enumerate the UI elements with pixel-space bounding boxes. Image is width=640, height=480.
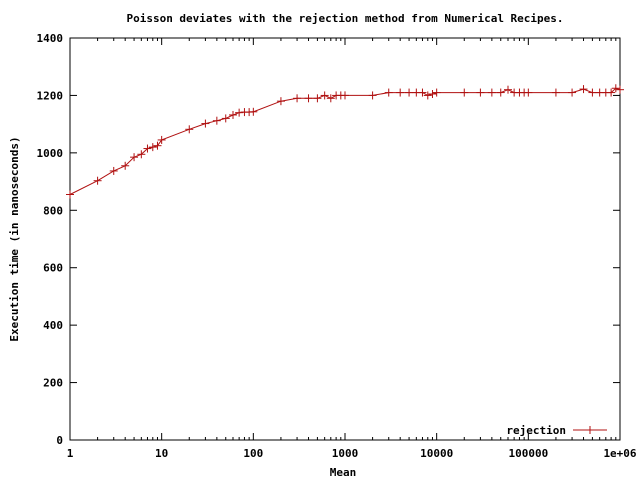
data-point (460, 88, 469, 97)
data-point (320, 91, 329, 100)
data-point (396, 88, 405, 97)
x-tick-label: 10000 (420, 447, 453, 460)
data-point (130, 153, 139, 162)
y-axis-title: Execution time (in nanoseconds) (8, 136, 21, 341)
data-point (221, 114, 230, 123)
data-point (228, 110, 237, 119)
legend-label-rejection: rejection (506, 424, 566, 437)
legend-marker-point (586, 426, 594, 434)
data-point (428, 89, 437, 98)
y-axis: 0 200 400 600 800 1000 1200 1400 (37, 32, 620, 447)
x-axis-title: Mean (330, 466, 357, 479)
series-rejection (66, 84, 624, 199)
data-point (201, 119, 210, 128)
x-tick-label: 1000 (332, 447, 359, 460)
data-point (276, 97, 285, 106)
x-tick-label: 1 (67, 447, 74, 460)
data-point (524, 88, 533, 97)
data-point (157, 135, 166, 144)
data-point (368, 91, 377, 100)
data-point (153, 141, 162, 150)
data-point (341, 91, 349, 100)
data-point (249, 107, 258, 116)
data-point (588, 88, 597, 97)
data-point (121, 161, 130, 170)
data-point (293, 94, 302, 103)
legend-marker-rejection (586, 426, 594, 434)
x-tick-label: 100000 (508, 447, 548, 460)
data-point (579, 85, 588, 94)
data-point (418, 88, 427, 97)
data-point (611, 84, 620, 93)
y-tick-label: 200 (43, 377, 63, 390)
legend: rejection (506, 424, 607, 437)
data-point (66, 190, 74, 199)
data-point (109, 166, 118, 175)
data-point (607, 88, 616, 97)
data-point (185, 125, 194, 134)
data-point (93, 176, 102, 185)
data-point (487, 88, 496, 97)
series-points-rejection (66, 84, 624, 199)
y-tick-label: 600 (43, 262, 63, 275)
x-tick-label: 1e+06 (603, 447, 636, 460)
data-point (496, 88, 505, 97)
chart-title: Poisson deviates with the rejection meth… (126, 12, 563, 25)
y-tick-label: 1200 (37, 89, 64, 102)
data-point (143, 144, 152, 153)
series-line-rejection (69, 87, 621, 195)
y-tick-label: 400 (43, 319, 63, 332)
data-point (568, 88, 577, 97)
data-point (148, 143, 157, 152)
data-point (423, 91, 432, 100)
data-point (503, 85, 512, 94)
data-point (235, 108, 244, 117)
data-point (212, 116, 221, 125)
x-axis: 1 10 100 1000 10000 100000 1e+06 (67, 38, 637, 460)
data-point (616, 85, 624, 94)
x-tick-label: 10 (155, 447, 168, 460)
data-point (405, 88, 414, 97)
y-tick-label: 800 (43, 204, 63, 217)
y-tick-label: 1000 (37, 147, 64, 160)
data-point (476, 88, 485, 97)
data-point (304, 94, 313, 103)
y-tick-label: 0 (56, 434, 63, 447)
data-point (326, 94, 335, 103)
data-point (313, 94, 322, 103)
data-point (432, 88, 441, 97)
data-point (384, 88, 393, 97)
y-tick-label: 1400 (37, 32, 64, 45)
data-point (551, 88, 560, 97)
data-point (137, 150, 146, 159)
x-tick-label: 100 (243, 447, 263, 460)
